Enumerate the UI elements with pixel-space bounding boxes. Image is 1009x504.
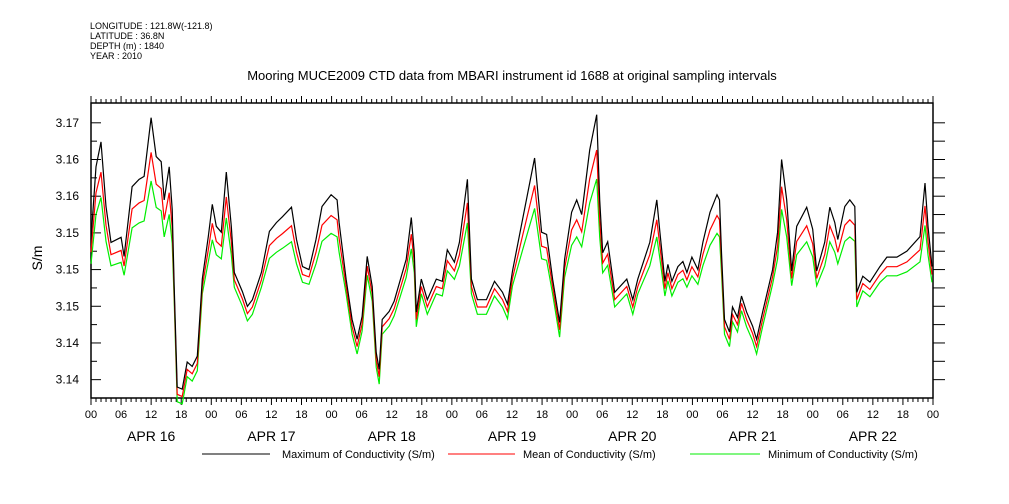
longitude-label: LONGITUDE : 121.8W(-121.8): [90, 21, 213, 31]
series-line-mean: [90, 149, 933, 398]
day-label: APR 19: [488, 428, 536, 444]
x-tick-label: 06: [115, 409, 127, 421]
y-axis-label: S/m: [29, 246, 45, 271]
legend-label-mean: Mean of Conductivity (S/m): [523, 449, 656, 461]
legend: Maximum of Conductivity (S/m) Mean of Co…: [202, 449, 918, 461]
latitude-label: LATITUDE : 36.8N: [90, 31, 165, 41]
x-tick-label: 06: [716, 409, 728, 421]
y-tick-label: 3.17: [56, 116, 80, 130]
x-tick-label: 18: [175, 409, 187, 421]
y-tick-label: 3.15: [56, 226, 80, 240]
x-tick-label: 06: [356, 409, 368, 421]
y-tick-label: 3.16: [56, 153, 80, 167]
day-label: APR 18: [368, 428, 416, 444]
y-tick-label: 3.14: [56, 336, 80, 350]
day-label: APR 21: [728, 428, 776, 444]
y-tick-label: 3.15: [56, 299, 80, 313]
series-line-max: [90, 114, 933, 391]
x-tick-label: 18: [536, 409, 548, 421]
x-tick-label: 00: [927, 409, 939, 421]
x-tick-label: 00: [85, 409, 97, 421]
year-label: YEAR : 2010: [90, 51, 143, 61]
chart-title: Mooring MUCE2009 CTD data from MBARI ins…: [247, 68, 777, 83]
y-tick-label: 3.14: [56, 373, 80, 387]
y-tick-label: 3.15: [56, 263, 80, 277]
plot-frame: [90, 102, 934, 399]
x-tick-label: 00: [807, 409, 819, 421]
x-tick-label: 18: [295, 409, 307, 421]
legend-label-max: Maximum of Conductivity (S/m): [282, 449, 435, 461]
x-tick-label: 12: [626, 409, 638, 421]
day-label: APR 17: [247, 428, 295, 444]
day-label: APR 20: [608, 428, 656, 444]
x-tick-label: 12: [867, 409, 879, 421]
x-tick-label: 18: [777, 409, 789, 421]
x-tick-label: 00: [325, 409, 337, 421]
x-tick-label: 12: [265, 409, 277, 421]
x-tick-label: 12: [145, 409, 157, 421]
depth-label: DEPTH (m) : 1840: [90, 41, 165, 51]
series-line-min: [90, 178, 933, 405]
x-tick-label: 00: [446, 409, 458, 421]
x-tick-label: 18: [656, 409, 668, 421]
x-tick-label: 18: [416, 409, 428, 421]
x-tick-label: 12: [506, 409, 518, 421]
x-tick-label: 06: [596, 409, 608, 421]
x-tick-label: 06: [837, 409, 849, 421]
x-tick-label: 18: [897, 409, 909, 421]
x-tick-label: 00: [205, 409, 217, 421]
legend-label-min: Minimum of Conductivity (S/m): [768, 449, 918, 461]
x-tick-label: 00: [566, 409, 578, 421]
x-tick-label: 00: [686, 409, 698, 421]
x-tick-label: 06: [476, 409, 488, 421]
x-tick-label: 12: [746, 409, 758, 421]
x-tick-label: 12: [386, 409, 398, 421]
x-tick-label: 06: [235, 409, 247, 421]
day-label: APR 16: [127, 428, 175, 444]
y-tick-label: 3.16: [56, 189, 80, 203]
day-label: APR 22: [849, 428, 897, 444]
